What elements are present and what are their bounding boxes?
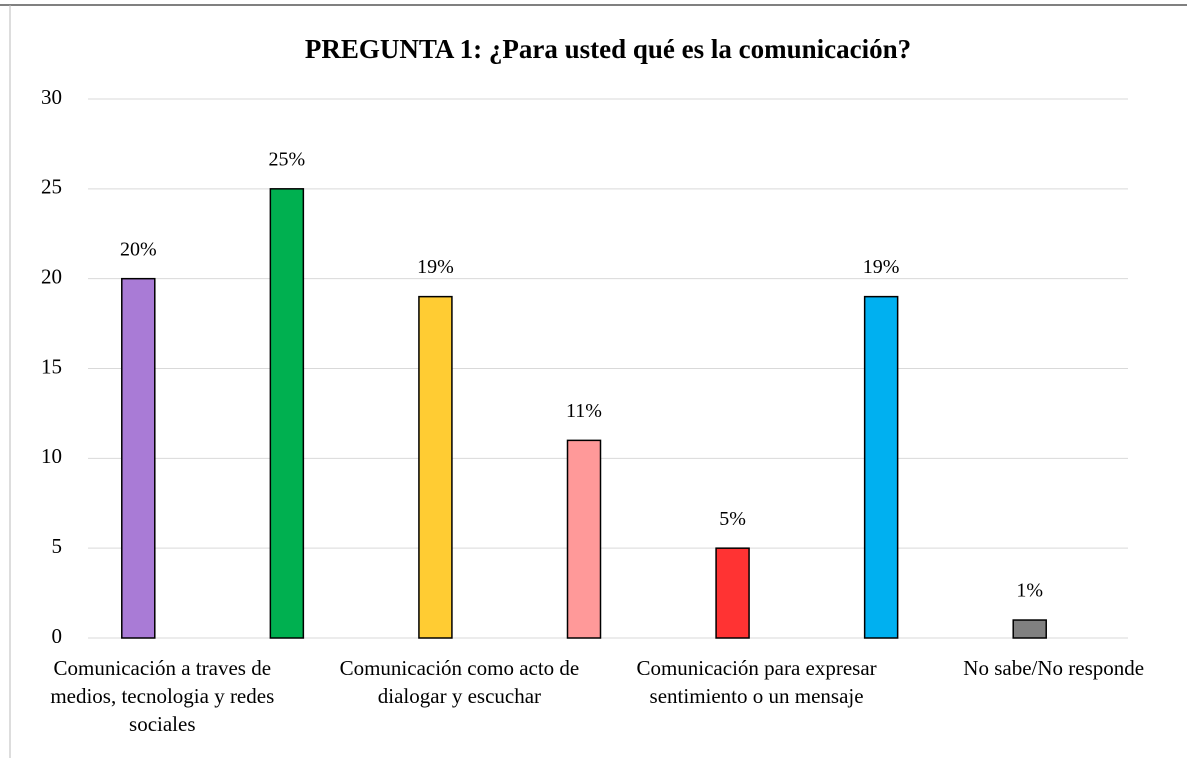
data-label: 20%: [120, 238, 157, 260]
data-label: 5%: [719, 508, 746, 530]
bar: [121, 277, 156, 639]
x-tick-label: Comunicación para expresar sentimiento o…: [636, 656, 877, 708]
y-tick-label: 30: [41, 85, 62, 109]
y-tick-label: 20: [41, 264, 62, 288]
data-label: 25%: [269, 148, 306, 170]
x-tick-label: No sabe/No responde: [963, 656, 1145, 680]
bar: [269, 188, 305, 639]
data-label: 11%: [566, 400, 602, 422]
y-tick-label: 0: [52, 624, 63, 648]
y-tick-label: 10: [41, 444, 62, 468]
bar: [418, 295, 453, 639]
bar: [566, 439, 602, 639]
data-label: 19%: [417, 256, 454, 278]
data-label: 1%: [1016, 580, 1043, 602]
bar: [1012, 619, 1047, 639]
y-tick-label: 25: [41, 175, 62, 199]
x-tick-label: Comunicación como acto de dialogar y esc…: [339, 656, 580, 708]
x-tick-label: Comunicación a traves de medios, tecnolo…: [50, 656, 275, 736]
bar: [863, 295, 899, 639]
y-tick-label: 15: [41, 354, 62, 378]
y-tick-label: 5: [52, 534, 63, 558]
data-label: 19%: [863, 256, 900, 278]
bar: [715, 547, 750, 639]
chart-title: PREGUNTA 1: ¿Para usted qué es la comuni…: [305, 34, 911, 64]
